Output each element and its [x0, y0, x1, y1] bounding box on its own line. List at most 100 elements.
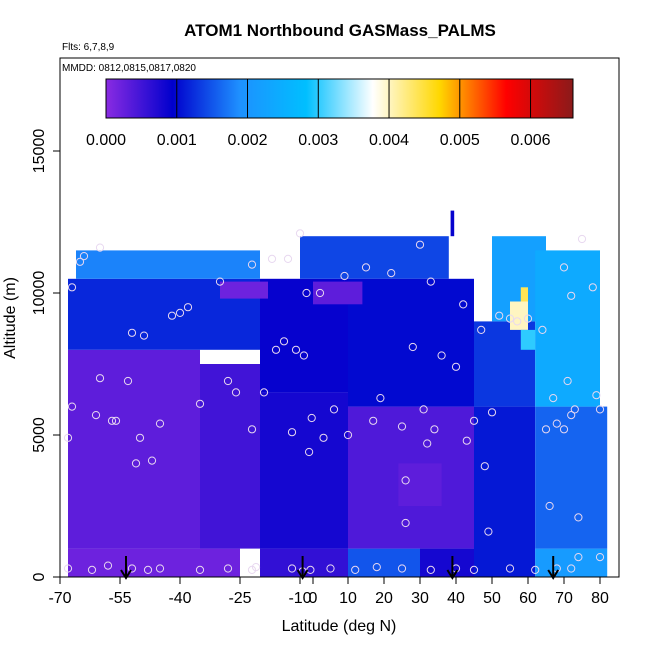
sample-point: [541, 425, 551, 434]
sample-point: [79, 252, 89, 261]
sample-point: [415, 240, 425, 249]
sample-point: [574, 513, 583, 522]
sample-point: [139, 331, 149, 340]
sample-point: [563, 376, 572, 386]
flights-label: Flts: 6,7,8,9: [62, 42, 115, 53]
sample-point: [247, 425, 257, 434]
sample-point: [167, 311, 177, 320]
sample-point: [75, 257, 85, 266]
heatmap-cell: [348, 548, 420, 577]
colorbar-dividers: [176, 79, 532, 118]
sample-point: [397, 422, 407, 431]
colorbar-tick-label: 0.005: [440, 132, 480, 149]
y-tick-label: 15000: [31, 129, 48, 174]
heatmap-cell: [535, 250, 600, 407]
x-axis-label: Latitude (deg N): [282, 618, 397, 635]
heatmap-cell: [220, 281, 268, 299]
sample-point: [423, 439, 432, 448]
sample-point: [175, 308, 185, 317]
x-tick-label: 50: [483, 590, 501, 607]
heatmap-cell: [313, 281, 363, 305]
heatmap-cell: [398, 463, 442, 506]
sample-point: [552, 419, 561, 428]
heatmap-cell: [520, 329, 536, 350]
sample-point: [123, 376, 133, 386]
flight-arrow: [547, 556, 560, 580]
colorbar-tick-label: 0.004: [369, 132, 409, 149]
sample-point: [451, 362, 461, 371]
heatmap-cell: [260, 548, 348, 577]
sample-point: [426, 565, 435, 575]
sample-point: [570, 405, 579, 414]
sample-point: [95, 374, 105, 383]
sample-point: [567, 411, 576, 420]
heatmap-cell: [348, 278, 474, 407]
sample-point: [426, 277, 435, 286]
sample-point: [523, 314, 533, 323]
sample-point: [549, 394, 558, 403]
sample-point: [595, 553, 605, 562]
heatmap-cell: [510, 301, 528, 330]
sample-point: [223, 564, 233, 573]
sample-point: [283, 254, 293, 263]
sample-point: [302, 288, 311, 298]
sample-point: [67, 402, 77, 411]
plot-frame: [59, 57, 620, 578]
sample-point: [592, 391, 601, 400]
sample-point: [340, 271, 349, 281]
flight-arrow: [446, 556, 459, 580]
sample-point: [127, 564, 137, 573]
sample-point: [329, 405, 339, 414]
x-tick-label: -25: [228, 590, 251, 607]
sample-point: [595, 405, 605, 414]
sample-point: [462, 436, 471, 445]
heatmap-cell: [300, 236, 449, 279]
sample-point: [143, 565, 153, 575]
sample-point: [307, 413, 316, 423]
flight-arrow: [296, 556, 309, 580]
sample-point: [484, 527, 493, 536]
sample-point: [361, 263, 371, 272]
heatmap-field: [68, 210, 608, 577]
sample-point: [127, 328, 137, 337]
flight-arrows: [120, 556, 560, 580]
flight-points: [63, 229, 605, 576]
sample-point: [505, 314, 515, 323]
sample-point: [63, 433, 73, 442]
sample-point: [271, 345, 281, 354]
sample-point: [223, 376, 233, 386]
sample-point: [477, 325, 486, 334]
sample-point: [91, 411, 101, 420]
sample-point: [545, 501, 554, 511]
sample-point: [369, 416, 378, 425]
sample-point: [259, 388, 269, 397]
y-tick-label: 5000: [31, 417, 48, 453]
sample-point: [351, 565, 360, 575]
sample-point: [95, 243, 105, 252]
x-tick-label: 40: [447, 590, 465, 607]
x-tick-label: -55: [108, 590, 131, 607]
sample-point: [67, 283, 77, 292]
sample-point: [287, 428, 297, 437]
sample-point: [343, 430, 353, 440]
sample-point: [295, 229, 305, 238]
x-axis: -70 -55 -40 -25 -100 10 20 30 40 50 60 70 80: [48, 577, 609, 607]
x-tick-label: 10: [339, 590, 357, 607]
colorbar-tick-labels: 0.000 0.001 0.002 0.003 0.004 0.005 0.006: [86, 132, 551, 149]
arrow-head: [296, 569, 309, 580]
sample-point: [315, 288, 325, 298]
y-axis: 0 5000 10000 15000: [31, 129, 60, 581]
heatmap-cell: [520, 287, 528, 302]
sample-point: [387, 269, 396, 278]
sample-point: [147, 456, 157, 465]
heatmap-cell: [450, 210, 455, 237]
sample-point: [279, 337, 289, 346]
x-tick-label: 0: [309, 590, 318, 607]
heatmap-cell: [535, 406, 608, 549]
sample-point: [183, 303, 193, 312]
sample-point: [567, 291, 576, 300]
sample-point: [267, 254, 277, 263]
x-tick-label: -10: [288, 590, 311, 607]
sample-point: [588, 283, 597, 292]
